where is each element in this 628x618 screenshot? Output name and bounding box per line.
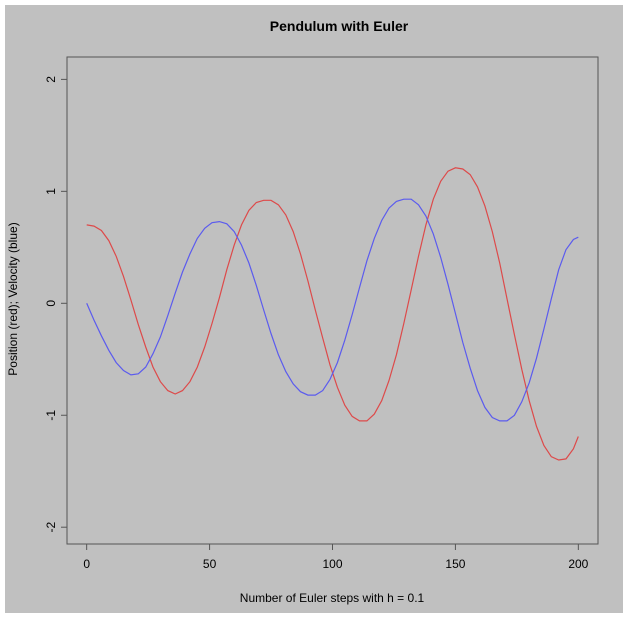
- series-line-1: [86, 198, 579, 422]
- y-tick-label: 1: [44, 188, 58, 195]
- x-axis-title: Number of Euler steps with h = 0.1: [240, 591, 425, 605]
- x-tick-label: 0: [83, 557, 90, 571]
- x-tick-label: 200: [568, 557, 588, 571]
- y-axis: -2 -1 0 1 2: [44, 76, 68, 533]
- x-tick-label: 100: [322, 557, 342, 571]
- series-layer: [86, 167, 579, 461]
- y-tick-label: -1: [44, 410, 58, 421]
- y-axis-title: Position (red); Velocity (blue): [6, 222, 20, 375]
- chart-title: Pendulum with Euler: [270, 18, 409, 34]
- y-tick-label: -2: [44, 522, 58, 533]
- chart-background: [5, 5, 623, 613]
- x-axis: 0 50 100 150 200: [83, 543, 589, 571]
- x-tick-label: 50: [203, 557, 217, 571]
- x-tick-label: 150: [445, 557, 465, 571]
- y-tick-label: 2: [44, 76, 58, 83]
- y-tick-label: 0: [44, 300, 58, 307]
- series-line-0: [86, 167, 579, 461]
